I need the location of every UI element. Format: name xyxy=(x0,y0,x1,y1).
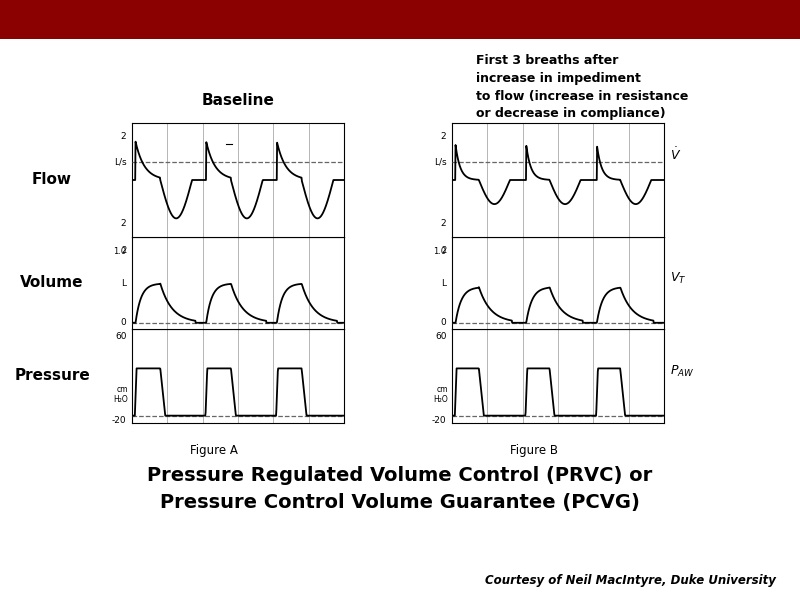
Text: Baseline: Baseline xyxy=(202,93,274,108)
Text: Figure A: Figure A xyxy=(190,444,238,457)
Text: cm
H₂O: cm H₂O xyxy=(433,385,448,404)
Text: L/s: L/s xyxy=(114,158,126,167)
Text: 0: 0 xyxy=(441,318,446,327)
Text: 2: 2 xyxy=(121,247,126,256)
Text: Pressure: Pressure xyxy=(14,368,90,383)
Text: Figure B: Figure B xyxy=(510,444,558,457)
Text: -20: -20 xyxy=(432,416,446,425)
Text: Volume: Volume xyxy=(20,275,84,290)
Text: First 3 breaths after
increase in impediment
to flow (increase in resistance
or : First 3 breaths after increase in impedi… xyxy=(476,55,688,120)
Text: cm
H₂O: cm H₂O xyxy=(113,385,128,404)
Text: 2: 2 xyxy=(441,131,446,140)
Text: 60: 60 xyxy=(435,332,446,341)
Text: $V_T$: $V_T$ xyxy=(670,271,687,286)
Text: L/s: L/s xyxy=(434,158,446,167)
Text: L: L xyxy=(122,279,126,288)
Text: $\dot{V}$: $\dot{V}$ xyxy=(670,146,682,163)
Text: 2: 2 xyxy=(121,131,126,140)
Text: 1.0: 1.0 xyxy=(114,247,126,256)
Text: Pressure Regulated Volume Control (PRVC) or
Pressure Control Volume Guarantee (P: Pressure Regulated Volume Control (PRVC)… xyxy=(147,466,653,512)
Text: Flow: Flow xyxy=(32,173,72,187)
Text: $P_{AW}$: $P_{AW}$ xyxy=(670,364,695,379)
Text: Courtesy of Neil MacIntyre, Duke University: Courtesy of Neil MacIntyre, Duke Univers… xyxy=(485,574,776,587)
Text: 1.0: 1.0 xyxy=(434,247,446,256)
Text: 2: 2 xyxy=(441,247,446,256)
Text: L: L xyxy=(442,279,446,288)
Text: 2: 2 xyxy=(441,220,446,229)
Text: 60: 60 xyxy=(115,332,126,341)
Text: 0: 0 xyxy=(121,318,126,327)
Text: -20: -20 xyxy=(112,416,126,425)
Text: 2: 2 xyxy=(121,220,126,229)
